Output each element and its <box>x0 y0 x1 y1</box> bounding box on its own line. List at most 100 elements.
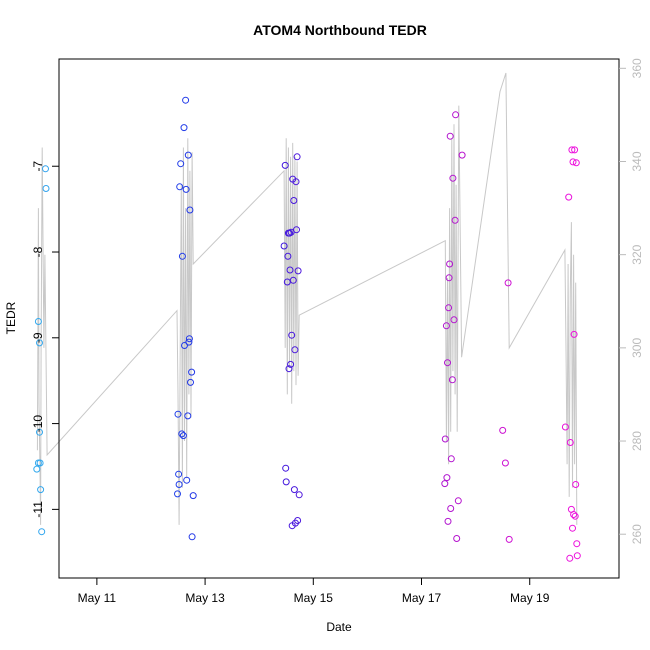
x-axis-label: Date <box>326 620 352 634</box>
tedr-point <box>280 242 288 250</box>
tedr-point <box>451 216 459 224</box>
tedr-point <box>566 554 574 562</box>
tedr-point <box>446 260 454 268</box>
x-tick-label: May 17 <box>402 591 442 605</box>
tedr-point <box>295 491 303 499</box>
tedr-point <box>285 365 293 373</box>
tedr-point <box>180 124 188 132</box>
tedr-point <box>566 439 574 446</box>
y-tick-label: -10 <box>31 415 45 433</box>
y2-tick-label: 260 <box>630 524 644 544</box>
tedr-point <box>181 342 188 349</box>
tedr-point <box>446 132 454 140</box>
tedr-point <box>176 183 184 191</box>
plot-area <box>33 72 581 562</box>
x-tick-label: May 13 <box>185 591 225 605</box>
tedr-point <box>573 540 581 548</box>
tedr-point <box>571 146 579 154</box>
tedr-point <box>447 505 455 512</box>
tedr-point <box>453 535 461 542</box>
tedr-point <box>290 197 298 204</box>
x-tick-label: May 11 <box>78 591 117 605</box>
tedr-point <box>188 368 196 376</box>
tedr-point <box>441 435 449 443</box>
tedr-point <box>182 185 190 193</box>
direction-line <box>36 72 578 525</box>
tedr-point <box>281 161 289 169</box>
tedr-point <box>36 428 43 436</box>
tedr-point <box>569 524 576 532</box>
tedr-point <box>38 528 46 536</box>
tedr-point <box>499 426 507 434</box>
tedr-point <box>182 96 190 104</box>
tedr-point <box>291 346 299 354</box>
tedr-point <box>184 151 192 159</box>
tedr-point <box>568 146 576 154</box>
tedr-point <box>445 304 453 312</box>
tedr-point <box>293 153 301 161</box>
x-tick-label: May 15 <box>294 591 334 605</box>
tedr-point <box>505 535 513 543</box>
tedr-point <box>184 412 192 420</box>
tedr-point <box>449 174 457 182</box>
tedr-point <box>289 276 297 284</box>
tedr-point <box>282 478 290 486</box>
tedr-point <box>454 497 462 505</box>
tedr-point <box>441 480 449 488</box>
tedr-point <box>561 423 569 431</box>
tedr-point <box>570 330 578 338</box>
tedr-point <box>287 360 295 368</box>
tedr-point <box>178 252 186 260</box>
tedr-point <box>175 470 183 478</box>
tedr-point <box>34 318 42 325</box>
tedr-point <box>42 165 49 173</box>
tedr-point <box>569 158 577 166</box>
tedr-point <box>186 206 194 214</box>
tedr-point <box>452 111 460 119</box>
y2-tick-label: 280 <box>630 431 644 451</box>
tedr-point <box>571 512 579 520</box>
x-tick-label: May 19 <box>510 591 550 605</box>
tedr-point <box>445 274 453 282</box>
tedr-point <box>448 376 456 384</box>
y-axis-label: TEDR <box>4 301 18 334</box>
tedr-point <box>290 486 298 494</box>
y2-tick-label: 320 <box>630 244 644 264</box>
tedr-point <box>288 331 296 339</box>
tedr-point <box>294 517 302 524</box>
tedr-point <box>504 279 512 287</box>
chart-title: ATOM4 Northbound TEDR <box>253 22 427 38</box>
tedr-point <box>572 159 580 167</box>
tedr-point <box>36 339 43 347</box>
y2-tick-label: 340 <box>630 151 644 171</box>
tedr-point <box>175 481 183 488</box>
tedr-point <box>282 464 290 472</box>
tedr-point <box>177 160 185 168</box>
tedr-point <box>286 266 294 274</box>
y2-tick-label: 360 <box>630 58 644 78</box>
tedr-point <box>450 316 458 324</box>
tedr-point <box>185 338 193 346</box>
tedr-point <box>174 410 182 418</box>
tedr-point <box>458 151 466 159</box>
y-tick-label: -11 <box>31 501 45 518</box>
plot-frame <box>58 58 620 579</box>
tedr-point <box>294 267 302 275</box>
tedr-point <box>293 226 300 234</box>
tedr-point <box>42 185 50 192</box>
y-tick-label: -7 <box>31 161 45 172</box>
tedr-point <box>442 322 450 330</box>
tedr-point <box>185 335 193 343</box>
tedr-point <box>37 486 45 494</box>
tedr-point <box>443 474 451 482</box>
tedr-point <box>572 481 580 488</box>
tedr-point <box>174 490 181 498</box>
tedr-point <box>501 459 509 467</box>
tedr-point <box>444 359 451 367</box>
tedr-point <box>189 492 197 500</box>
y2-tick-label: 300 <box>630 338 644 358</box>
tedr-point <box>284 252 292 260</box>
tedr-point <box>187 378 194 386</box>
tedr-point <box>287 228 295 236</box>
